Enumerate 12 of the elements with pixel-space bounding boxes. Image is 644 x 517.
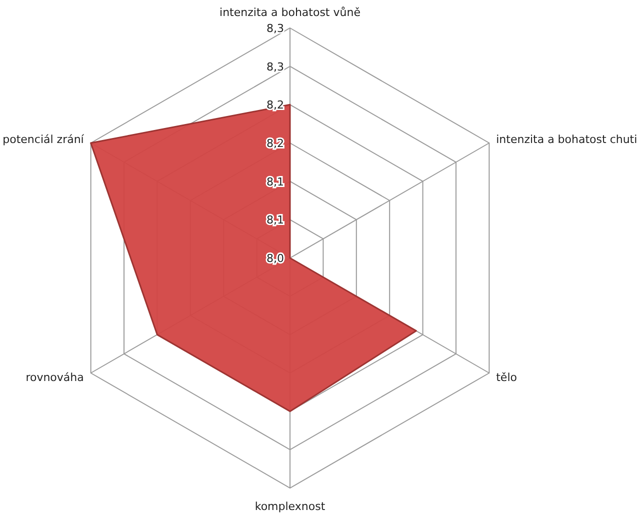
y-tick-label: 8,3 bbox=[266, 22, 284, 35]
spoke-label: rovnováha bbox=[26, 371, 84, 384]
spoke-label: komplexnost bbox=[254, 500, 326, 513]
spoke-label: tělo bbox=[496, 371, 518, 384]
y-tick-label: 8,3 bbox=[266, 60, 284, 74]
y-tick-label: 8,2 bbox=[266, 137, 284, 150]
y-tick-label: 8,1 bbox=[266, 175, 284, 188]
spoke-label: intenzita a bohatost vůně bbox=[220, 6, 361, 19]
spoke-label: potenciál zrání bbox=[2, 133, 85, 146]
spoke-label: intenzita a bohatost chuti bbox=[496, 133, 638, 146]
y-tick-label: 8,0 bbox=[266, 252, 284, 265]
y-tick-label: 8,1 bbox=[266, 214, 284, 227]
